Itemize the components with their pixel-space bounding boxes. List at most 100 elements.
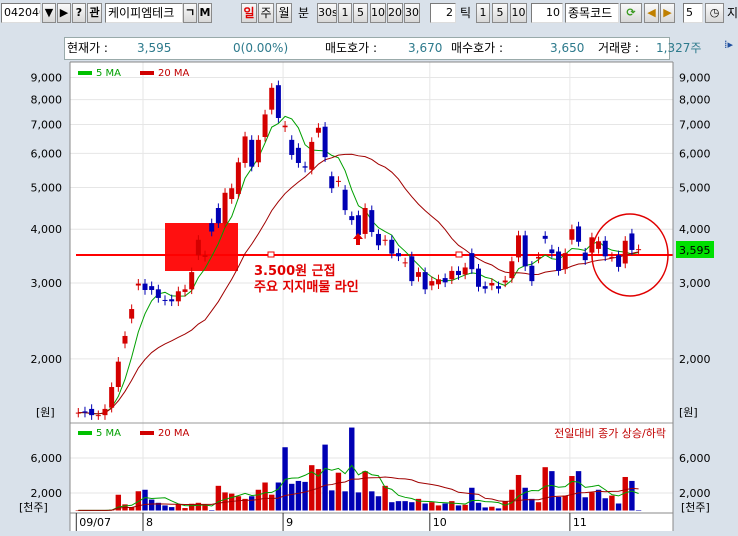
volume-bar (155, 502, 162, 511)
volume-bar (635, 510, 642, 511)
highlight-circle (591, 213, 669, 297)
count-input[interactable]: 5 (683, 3, 703, 23)
tick-10-button[interactable]: 10 (510, 3, 527, 23)
volume-bar (402, 501, 408, 511)
minute-1-button[interactable]: 1 (338, 3, 352, 23)
candle-body (89, 408, 95, 416)
stock-code-input[interactable]: 042040 (1, 3, 41, 23)
price-tick-right: 4,000 (679, 223, 711, 236)
tick-custom-input[interactable]: 10 (531, 3, 563, 23)
minute-30s-button[interactable]: 30s (317, 3, 337, 23)
period-day-button[interactable]: 일 (241, 3, 257, 23)
candle-body (389, 239, 395, 254)
panel-toggle-icon[interactable]: ⁞▸ (724, 38, 734, 51)
candle-body (522, 235, 528, 267)
candle-body (375, 233, 381, 246)
ma20-legend-label: 20 MA (158, 68, 190, 79)
candle-body (502, 280, 508, 283)
candle-body (242, 136, 248, 163)
minute-20-button[interactable]: 20 (387, 3, 403, 23)
code-search-input[interactable]: 종목코드 (565, 3, 619, 23)
volume-bar (449, 501, 455, 511)
volume-bar (302, 481, 308, 511)
minute-custom-input[interactable]: 2 (430, 3, 456, 23)
volume-bar (182, 508, 188, 511)
volume-bar (522, 487, 528, 511)
period-week-button[interactable]: 주 (258, 3, 274, 23)
candle-body (576, 226, 582, 242)
candle-body (509, 261, 515, 279)
volume-bar (629, 480, 635, 511)
candle-body (536, 256, 542, 259)
tick-label: 틱 (460, 6, 472, 20)
volume-unit-right: [천주] (681, 500, 710, 514)
volume-bar (148, 499, 155, 511)
volume-bar (275, 482, 282, 511)
volume-bar (415, 498, 422, 511)
volume-bar (569, 476, 575, 511)
volume-tick-right: 2,000 (679, 487, 711, 500)
volume-bar (389, 502, 395, 511)
tick-1-button[interactable]: 1 (476, 3, 490, 23)
minute-10-button[interactable]: 10 (370, 3, 386, 23)
next-button[interactable]: ▶ (660, 3, 675, 23)
ma5-legend-label: 5 MA (96, 68, 121, 79)
volume-bar (135, 491, 142, 511)
volume-bar (249, 496, 255, 511)
volume-bar (142, 489, 148, 511)
initial-search-button[interactable]: ㄱ (183, 3, 197, 23)
candle-body (622, 240, 628, 264)
candle-body (609, 256, 615, 258)
annotation-line-1: 3.500원 근접 (254, 263, 336, 279)
candle-body (295, 147, 301, 163)
price-unit-right: [원] (679, 406, 698, 419)
clock-icon: ◷ (709, 6, 720, 19)
clock-button[interactable]: ◷ (705, 3, 724, 23)
candle-body (255, 139, 261, 163)
volume-bar (609, 495, 615, 511)
candle-body (155, 289, 161, 298)
support-line-handle[interactable] (267, 251, 275, 258)
support-line-handle[interactable] (455, 251, 463, 258)
volume-bar (162, 505, 168, 511)
ma20-legend-swatch (140, 71, 154, 75)
candle-body (636, 249, 642, 251)
watchlist-button[interactable]: 관 (87, 3, 102, 23)
candle-body (369, 210, 375, 233)
minute-5-button[interactable]: 5 (353, 3, 368, 23)
candle-body (469, 253, 475, 270)
volume-bar (395, 501, 402, 511)
candle-body (215, 208, 221, 224)
minute-30-button[interactable]: 30 (404, 3, 420, 23)
next-stock-button[interactable]: ▶ (57, 3, 71, 23)
price-tick-right: 7,000 (679, 119, 711, 132)
m-button[interactable]: M (198, 3, 212, 23)
volume-bar (168, 507, 175, 511)
candle-body (102, 408, 108, 416)
price-tick-left: 4,000 (31, 223, 63, 236)
help-button[interactable]: ? (72, 3, 86, 23)
volume-bar (589, 492, 595, 511)
period-month-button[interactable]: 월 (276, 3, 292, 23)
candle-body (269, 87, 275, 110)
prev-button[interactable]: ◀ (644, 3, 659, 23)
volume-bar (582, 497, 588, 511)
candle-body (549, 249, 555, 254)
volume-bar (242, 498, 248, 511)
candle-body (289, 139, 295, 155)
candle-body (222, 192, 228, 224)
stock-name-input[interactable]: 케이피엠테크 (105, 3, 183, 23)
price-tick-right: 3,000 (679, 277, 711, 290)
code-dropdown-button[interactable]: ▼ (42, 3, 56, 23)
ma20-line (78, 153, 639, 415)
tick-5-button[interactable]: 5 (492, 3, 508, 23)
volume-bar (329, 490, 335, 511)
price-tick-left: 5,000 (31, 181, 63, 194)
volume-bar (362, 471, 368, 511)
refresh-button[interactable]: ⟳ (620, 3, 642, 23)
vol-ma5-legend-label: 5 MA (96, 428, 121, 439)
volume-bar (289, 483, 295, 511)
volume-bar (422, 503, 428, 511)
candle-body (442, 278, 448, 283)
candle-body (229, 188, 235, 200)
